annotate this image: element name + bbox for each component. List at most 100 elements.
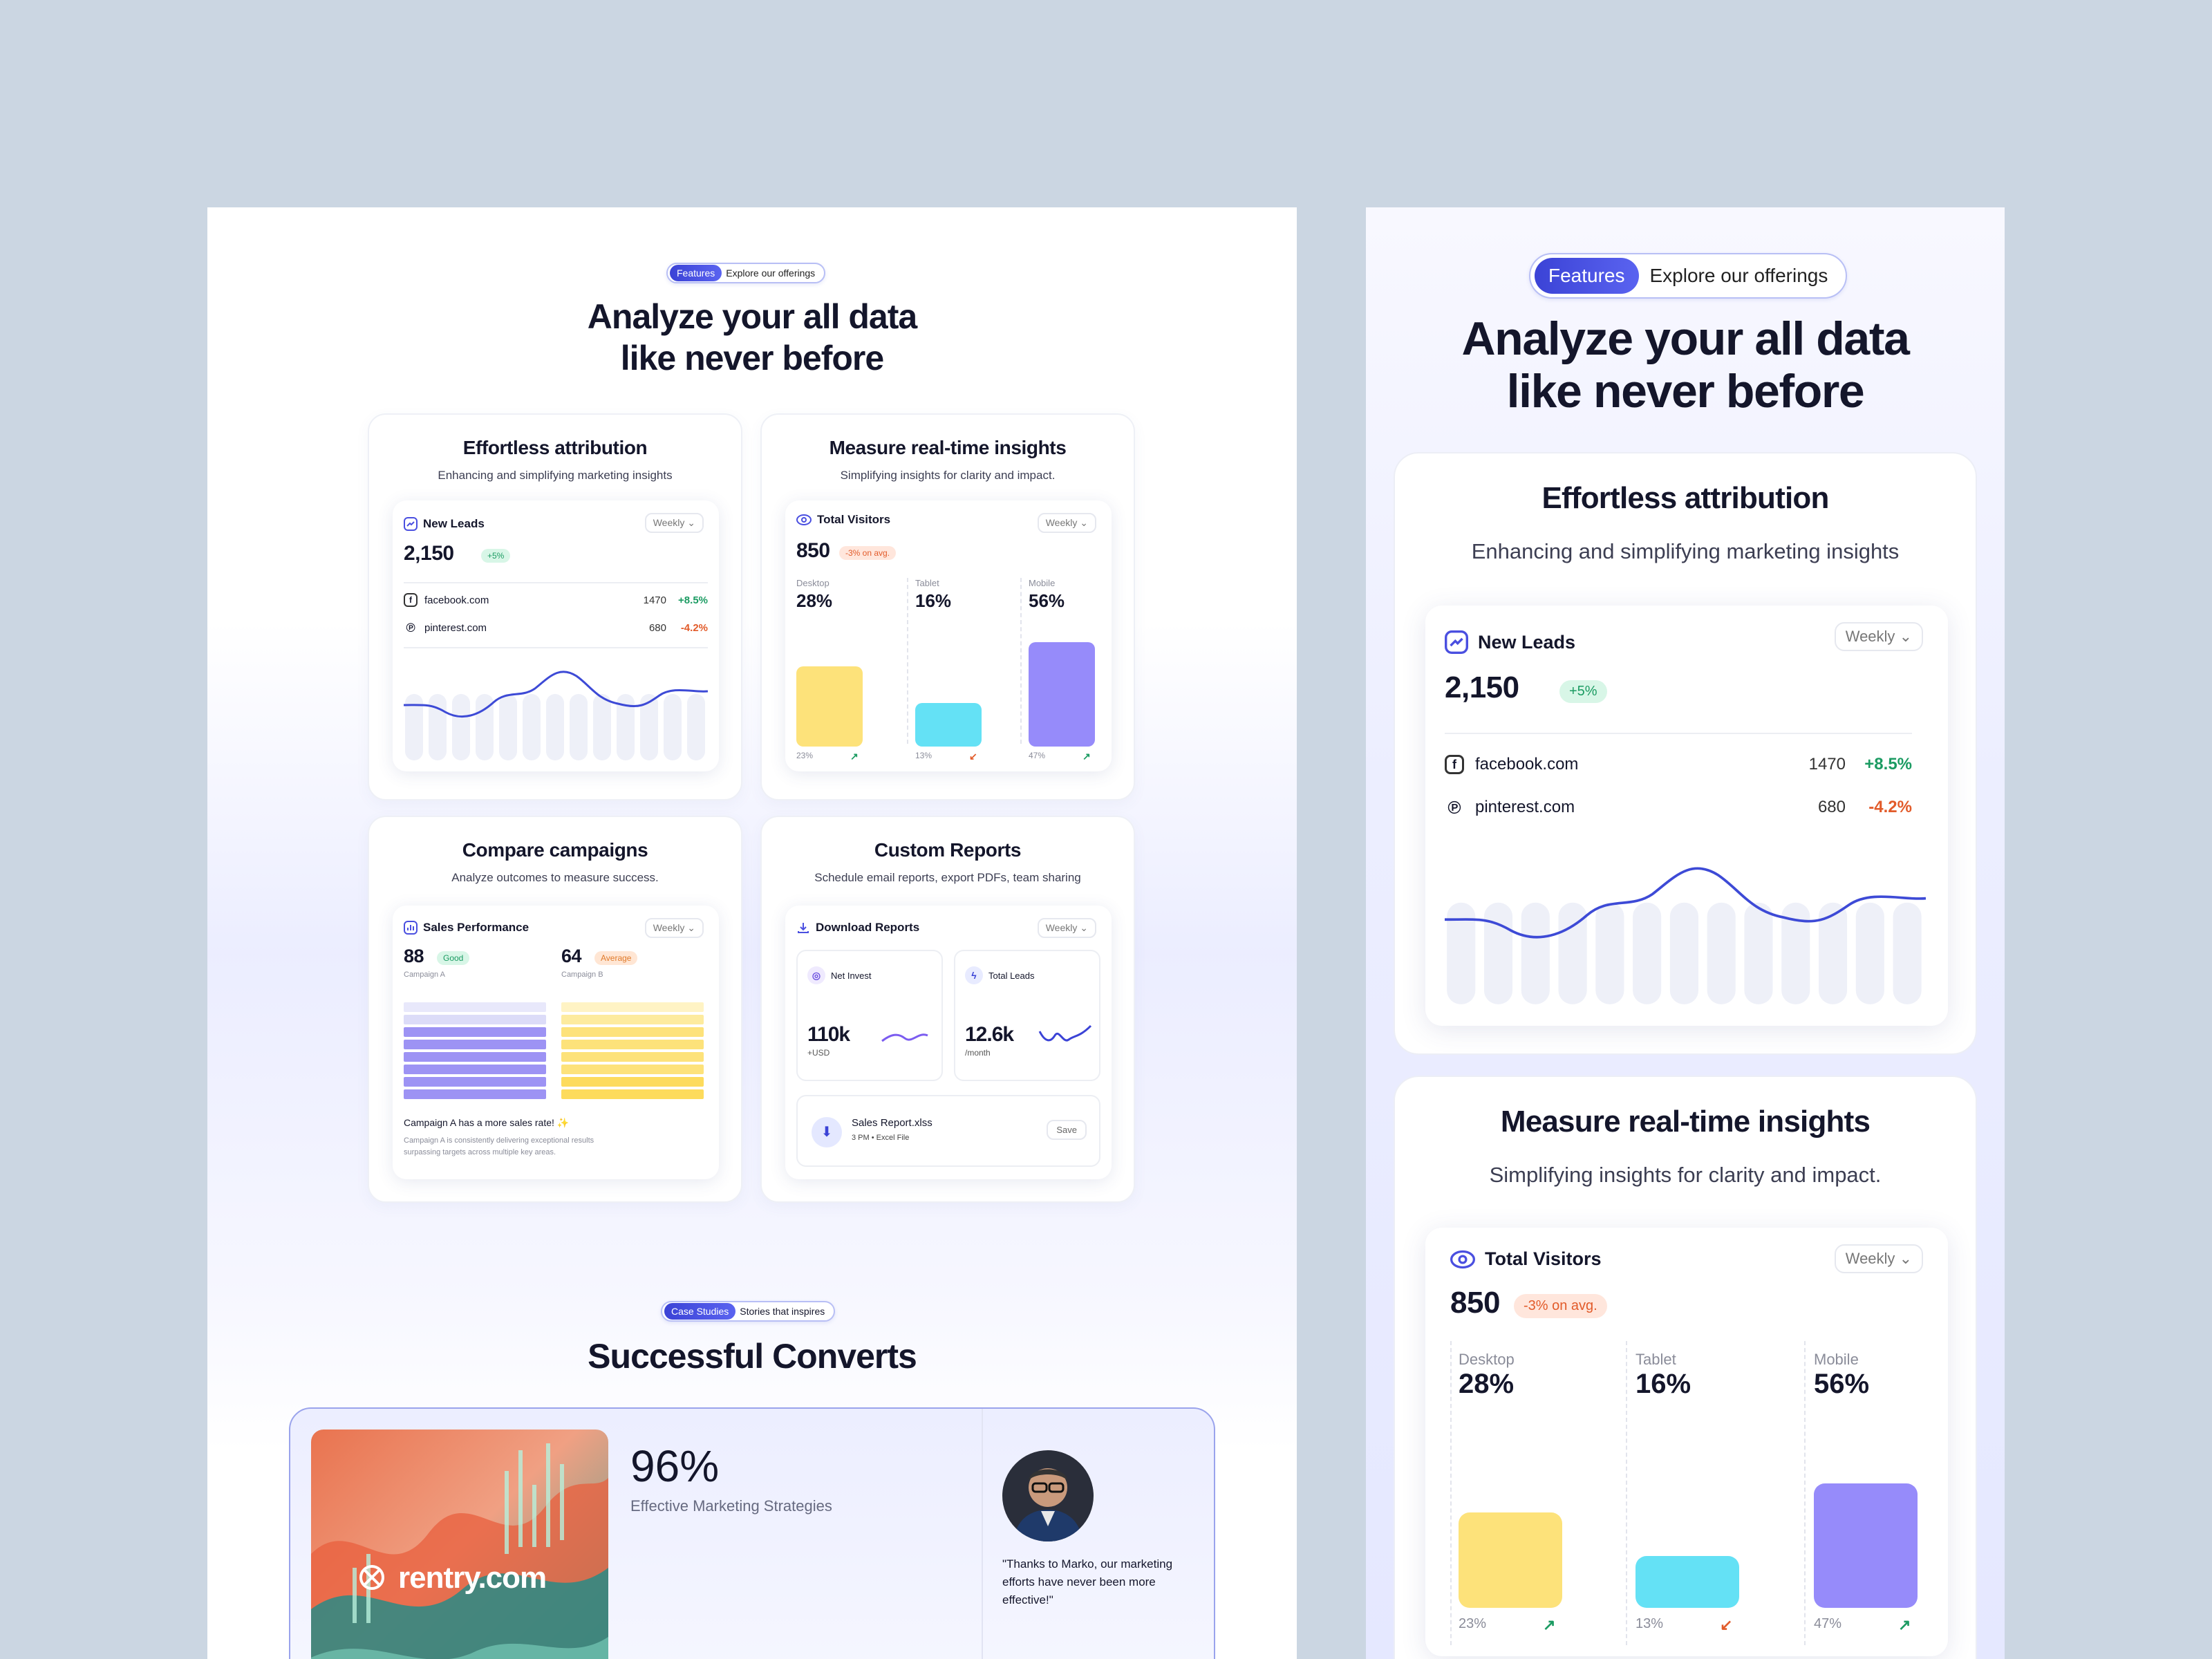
sales-performance-widget: Sales Performance Weekly ⌄ 88 Good Campa… [393,906,719,1179]
campaign-a-bar [404,1089,546,1099]
abstract-artwork [311,1430,608,1659]
chevron-down-icon: ⌄ [687,517,695,528]
device-bar [796,666,863,747]
case-studies-title: Successful Converts [588,1337,917,1376]
tile-header: ϟ Total Leads [965,966,1035,984]
page-title: Analyze your all data like never before [207,296,1297,379]
device-bar [1814,1483,1918,1608]
features-pill: Features Explore our offerings [666,263,826,283]
period-dropdown[interactable]: Weekly ⌄ [1037,513,1096,533]
arrow-up-icon: ↗ [1898,1616,1911,1633]
campaign-b-badge: Average [594,951,638,965]
page-title-line2: like never before [1506,365,1865,418]
divider [404,647,708,648]
change-badge: +5% [1559,680,1607,703]
case-study-image: rentry.com [311,1430,608,1659]
tile-label: Net Invest [831,970,872,981]
period-label: Weekly [653,517,685,528]
device-label: Desktop [796,578,830,588]
period-label: Weekly [1045,517,1078,528]
column-divider [1450,1341,1452,1645]
period-dropdown[interactable]: Weekly ⌄ [644,513,704,533]
period-label: Weekly [1045,922,1078,933]
source-row: ℗ pinterest.com 680 -4.2% [1445,798,1912,817]
campaign-a-bar [404,1065,546,1074]
device-footnote: 47% [1029,751,1046,760]
leads-line-chart [404,671,708,760]
campaign-b-bar [561,1052,704,1062]
widget-title: New Leads [1478,631,1576,653]
campaign-a-value: 88 [404,946,424,966]
change-badge: -3% on avg. [1514,1294,1607,1318]
card-subtitle: Enhancing and simplifying marketing insi… [438,469,673,482]
campaign-b-label: Campaign B [561,971,603,979]
case-studies-pill: Case Studies Stories that inspires [661,1301,836,1322]
save-button[interactable]: Save [1047,1120,1087,1140]
period-label: Weekly [1845,1250,1895,1267]
column-divider [1804,1341,1806,1645]
card-subtitle: Analyze outcomes to measure success. [451,871,659,884]
target-icon: ◎ [807,966,825,984]
period-dropdown[interactable]: Weekly ⌄ [644,918,704,938]
source-name: pinterest.com [424,621,487,634]
facebook-icon: f [404,593,418,607]
page-title-line2: like never before [620,339,884,377]
tile-unit: /month [965,1048,991,1058]
widget-header: Total Visitors [796,513,890,527]
device-label: Tablet [915,578,939,588]
campaign-a-bar [404,1002,546,1012]
features-tag-text: Explore our offerings [726,268,816,279]
device-bar [915,703,982,747]
period-dropdown[interactable]: Weekly ⌄ [1834,1244,1923,1273]
download-reports-widget: Download Reports Weekly ⌄ ◎ Net Invest 11… [785,906,1112,1179]
source-count: 680 [648,621,666,634]
trend-icon [404,517,418,531]
widget-title: Total Visitors [1485,1248,1602,1269]
rentry-logo-icon [359,1565,384,1590]
device-footnote: 47% [1814,1616,1842,1631]
tile-header: ◎ Net Invest [807,966,872,984]
card-title: Measure real-time insights [1500,1105,1871,1138]
period-label: Weekly [1845,628,1895,645]
source-name: pinterest.com [1475,798,1575,816]
report-file-row[interactable]: ⬇ Sales Report.xlss 3 PM • Excel File Sa… [796,1095,1100,1167]
device-footnote: 23% [1459,1616,1487,1631]
file-meta: 3 PM • Excel File [852,1134,910,1142]
widget-header: New Leads [1445,630,1575,654]
source-name: facebook.com [424,594,489,606]
arrow-up-icon: ↗ [850,751,859,762]
stat-value: 96% [630,1441,720,1491]
leads-line-chart [1445,867,1926,1004]
eye-icon [1450,1250,1475,1268]
facebook-icon: f [1445,755,1464,774]
eye-icon [796,514,812,525]
device-label: Mobile [1814,1351,1859,1368]
widget-header: Download Reports [796,921,919,935]
compare-card: Compare campaigns Analyze outcomes to me… [368,816,742,1203]
note-line: surpassing targets across multiple key a… [404,1148,556,1156]
chevron-down-icon: ⌄ [687,922,695,933]
leads-value: 2,150 [404,542,454,565]
device-footnote: 23% [796,751,814,760]
period-dropdown[interactable]: Weekly ⌄ [1037,918,1096,938]
divider [1445,733,1912,734]
invest-sparkline [881,1033,928,1042]
features-page-zoomed: Features Explore our offerings Analyze y… [1366,207,2005,1659]
card-title: Measure real-time insights [829,437,1067,458]
case-study-card[interactable]: rentry.com 96% Effective Marketing Strat… [289,1407,1215,1659]
device-bar [1029,642,1095,747]
features-pill: Features Explore our offerings [1529,253,1848,299]
divider [982,1409,983,1659]
change-badge: -3% on avg. [839,546,897,560]
change-badge: +5% [481,549,511,563]
page-title: Analyze your all data like never before [1366,312,2005,418]
card-subtitle: Enhancing and simplifying marketing insi… [1471,539,1900,563]
source-change: -4.2% [1868,798,1912,816]
campaign-b-bar [561,1077,704,1087]
source-row: f facebook.com 1470 +8.5% [1445,755,1912,774]
attribution-card: Effortless attribution Enhancing and sim… [368,413,742,800]
campaign-a-label: Campaign A [404,971,445,979]
period-dropdown[interactable]: Weekly ⌄ [1834,622,1923,651]
trend-icon [1445,630,1468,654]
card-subtitle: Schedule email reports, export PDFs, tea… [814,871,1081,884]
